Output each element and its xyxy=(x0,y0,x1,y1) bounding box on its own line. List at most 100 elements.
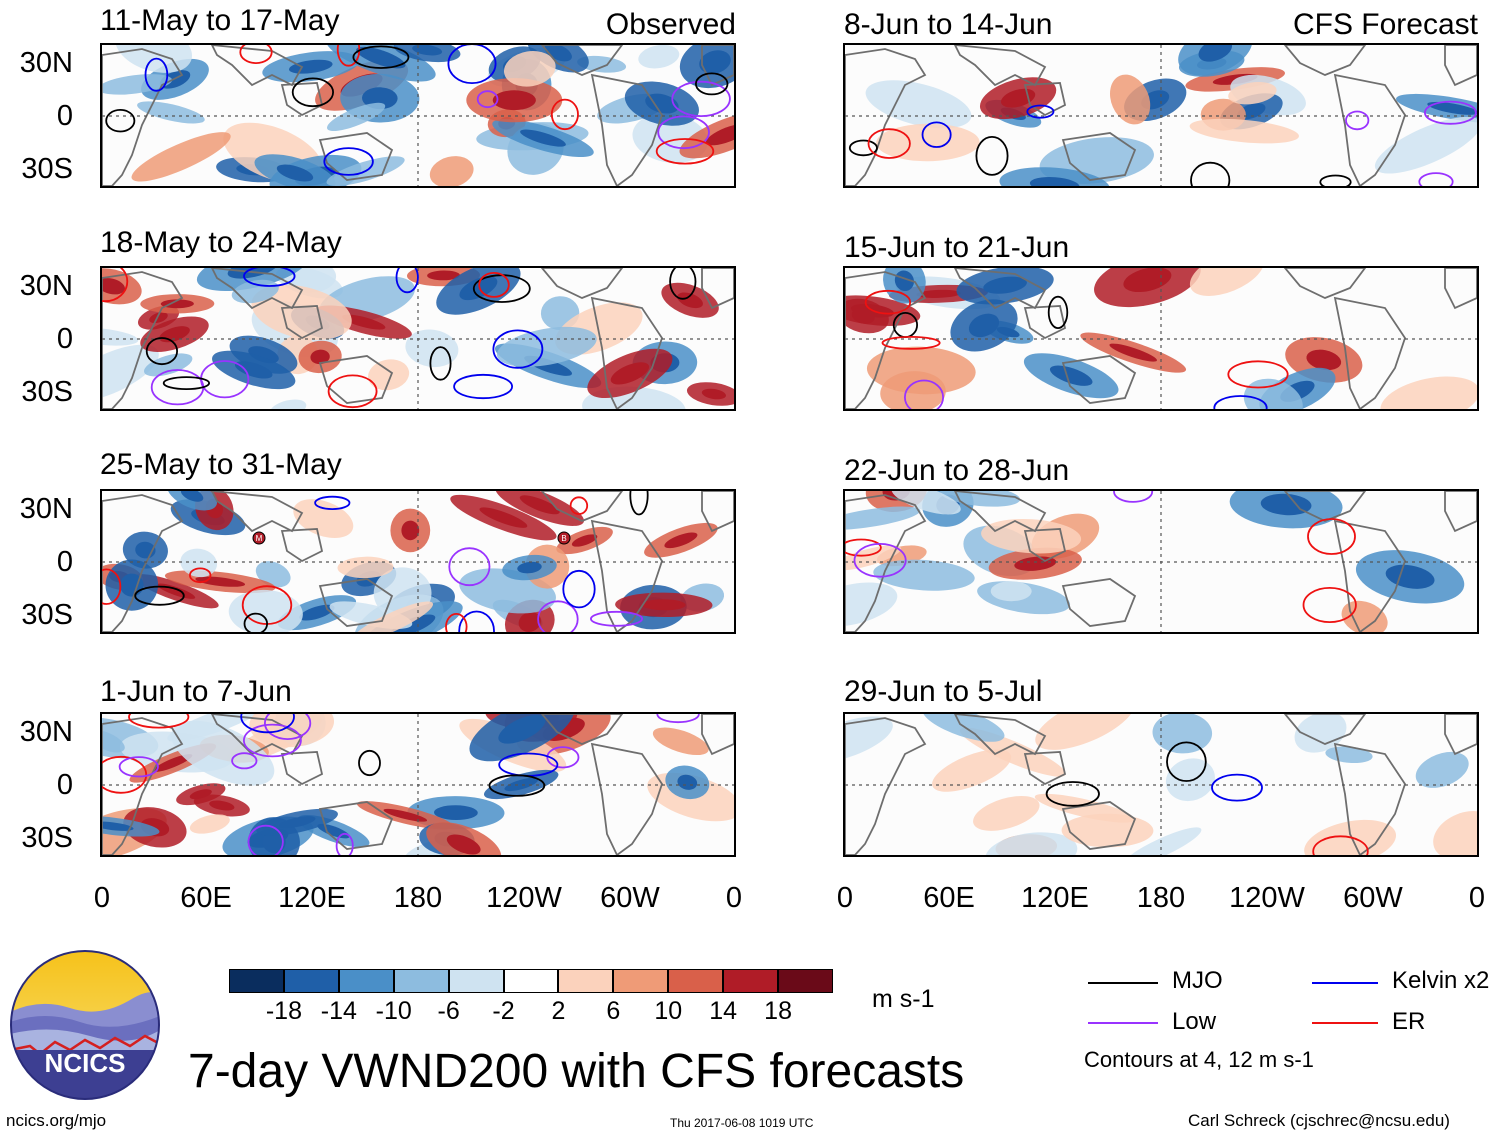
wave-contour xyxy=(488,774,546,797)
negative-anomaly xyxy=(891,491,961,515)
lon-label: 120W xyxy=(486,882,562,914)
coastline xyxy=(1061,355,1137,404)
wave-contour xyxy=(128,714,190,729)
lat-label: 30N xyxy=(19,716,73,748)
positive-anomaly-core xyxy=(149,312,168,324)
coastline xyxy=(1444,714,1477,756)
lat-label: 30N xyxy=(19,493,73,525)
wave-contour xyxy=(102,755,148,794)
footer-url[interactable]: ncics.org/mjo xyxy=(6,1111,107,1130)
coastline xyxy=(701,491,734,533)
wave-contour xyxy=(656,714,700,724)
wave-contour xyxy=(1211,773,1263,802)
negative-anomaly xyxy=(496,326,597,367)
wave-contour xyxy=(1213,395,1268,409)
coastline xyxy=(701,268,734,310)
positive-anomaly xyxy=(251,284,352,340)
map-field xyxy=(845,45,1477,186)
wave-contour xyxy=(537,600,579,632)
positive-anomaly xyxy=(1433,811,1477,855)
positive-anomaly xyxy=(1189,268,1265,296)
negative-anomaly xyxy=(990,581,1032,602)
negative-anomaly-core xyxy=(1427,101,1477,115)
lon-label: 60E xyxy=(923,882,975,914)
colorbar-label: 6 xyxy=(606,997,621,1025)
wave-contour xyxy=(848,139,878,157)
wave-contour xyxy=(921,121,952,148)
negative-anomaly xyxy=(102,344,159,402)
negative-anomaly-core xyxy=(504,777,538,792)
wave-contour xyxy=(445,613,468,632)
positive-anomaly-core xyxy=(677,292,703,309)
wave-contour xyxy=(478,271,510,298)
storm-marker: B xyxy=(557,531,571,545)
positive-anomaly-core xyxy=(641,599,686,611)
observed-label: Observed xyxy=(605,8,736,41)
lon-label: 0 xyxy=(1468,882,1486,914)
positive-anomaly xyxy=(131,132,231,182)
panel-title-obs-3: 25-May to 31-May xyxy=(100,448,342,481)
positive-anomaly-core xyxy=(571,534,598,547)
positive-anomaly xyxy=(1228,82,1277,105)
wave-contour xyxy=(323,147,374,176)
coastline xyxy=(1444,45,1477,87)
coastline xyxy=(845,717,927,855)
lon-label: 60W xyxy=(600,882,660,914)
panel-title-obs-2: 18-May to 24-May xyxy=(100,226,342,259)
logo-text: NCICS xyxy=(45,1048,126,1078)
wave-contour xyxy=(1227,360,1289,389)
coastline xyxy=(540,45,624,76)
positive-anomaly-core xyxy=(701,388,726,400)
wave-contour xyxy=(1113,491,1154,503)
coastline xyxy=(1061,132,1137,181)
legend-kelvin-label: Kelvin x2 xyxy=(1392,967,1490,994)
map-panel-fc-2 xyxy=(843,266,1479,411)
coastline xyxy=(540,714,624,745)
positive-anomaly xyxy=(189,814,230,834)
colorbar-label: -14 xyxy=(320,997,357,1025)
wave-contour xyxy=(1418,172,1454,186)
positive-anomaly xyxy=(981,518,1082,554)
coastline xyxy=(590,519,663,632)
lat-label: 30S xyxy=(21,376,73,408)
panel-title-obs-4: 1-Jun to 7-Jun xyxy=(100,675,292,708)
negative-anomaly-core xyxy=(894,270,914,292)
colorbar-segment xyxy=(613,969,669,993)
colorbar-label: -10 xyxy=(375,997,412,1025)
negative-anomaly xyxy=(1122,827,1202,855)
coastline xyxy=(1061,801,1137,850)
positive-anomaly-core xyxy=(518,612,541,632)
negative-anomaly-core xyxy=(1029,176,1080,186)
positive-anomaly xyxy=(1304,819,1397,855)
wave-contour xyxy=(476,90,499,109)
negative-anomaly-core xyxy=(412,45,443,56)
map-panel-fc-3 xyxy=(843,489,1479,634)
coastline xyxy=(540,268,624,299)
colorbar-label: -18 xyxy=(265,997,302,1025)
positive-anomaly xyxy=(652,727,709,756)
wave-contour xyxy=(864,289,912,315)
legend-low-label: Low xyxy=(1172,1008,1217,1035)
coastline xyxy=(590,73,663,186)
coastline xyxy=(318,132,394,181)
wave-contour xyxy=(562,569,596,609)
coastline xyxy=(1283,491,1367,522)
map-panel-fc-4 xyxy=(843,712,1479,857)
wave-contour xyxy=(247,824,284,855)
positive-anomaly-core xyxy=(610,362,650,385)
colorbar-label: 18 xyxy=(764,997,792,1025)
positive-anomaly xyxy=(337,556,394,579)
positive-anomaly xyxy=(1380,376,1477,409)
legend-low-line xyxy=(1088,1022,1158,1024)
colorbar-segment xyxy=(448,969,504,993)
panel-title-fc-1: 8-Jun to 14-Jun xyxy=(844,8,1053,41)
map-panel-fc-1 xyxy=(843,43,1479,188)
coastline xyxy=(1283,268,1367,299)
positive-anomaly xyxy=(429,156,474,186)
negative-anomaly xyxy=(1294,714,1347,753)
coastline xyxy=(1333,73,1406,186)
positive-anomaly xyxy=(1035,714,1135,750)
negative-anomaly xyxy=(228,589,303,632)
negative-anomaly-core xyxy=(299,604,335,621)
